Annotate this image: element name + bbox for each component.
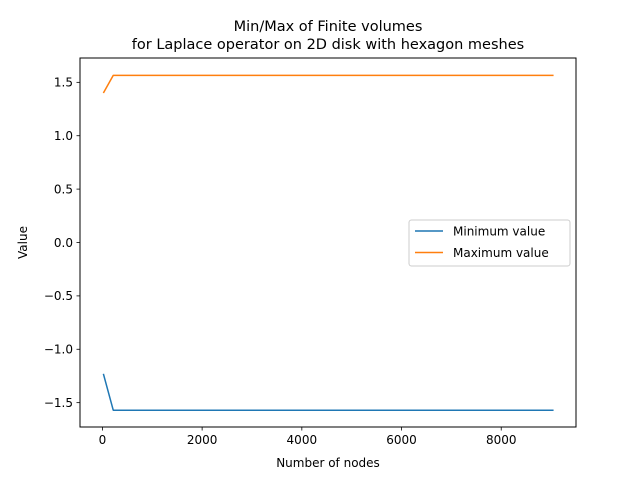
y-tick-label: 0.5 (54, 182, 73, 196)
legend-label: Maximum value (453, 246, 549, 260)
y-tick-label: 0.0 (54, 236, 73, 250)
y-tick-label: −0.5 (44, 289, 73, 303)
chart-title: Min/Max of Finite volumes for Laplace ope… (132, 19, 524, 53)
legend-box (408, 219, 571, 267)
y-axis: −1.5 −1.0 −0.5 0.0 0.5 1.0 1.5 (44, 76, 80, 410)
y-tick-label: −1.0 (44, 343, 73, 357)
legend: Minimum value Maximum value (408, 219, 571, 267)
x-tick-label: 6000 (386, 433, 417, 447)
y-axis-label: Value (16, 226, 30, 259)
x-axis-label: Number of nodes (276, 456, 380, 470)
x-tick-label: 0 (99, 433, 107, 447)
chart-title-line: for Laplace operator on 2D disk with hex… (132, 37, 524, 53)
x-axis: 0 2000 4000 6000 8000 (99, 427, 517, 447)
x-tick-label: 8000 (486, 433, 517, 447)
series-line-maximum (102, 74, 554, 94)
series-line-minimum (102, 373, 554, 411)
y-tick-label: −1.5 (44, 396, 73, 410)
plot-area (102, 74, 554, 411)
y-tick-label: 1.0 (54, 129, 73, 143)
y-tick-label: 1.5 (54, 76, 73, 90)
x-tick-label: 4000 (287, 433, 318, 447)
chart-title-line: Min/Max of Finite volumes (234, 19, 423, 35)
x-tick-label: 2000 (187, 433, 218, 447)
legend-label: Minimum value (453, 224, 545, 238)
